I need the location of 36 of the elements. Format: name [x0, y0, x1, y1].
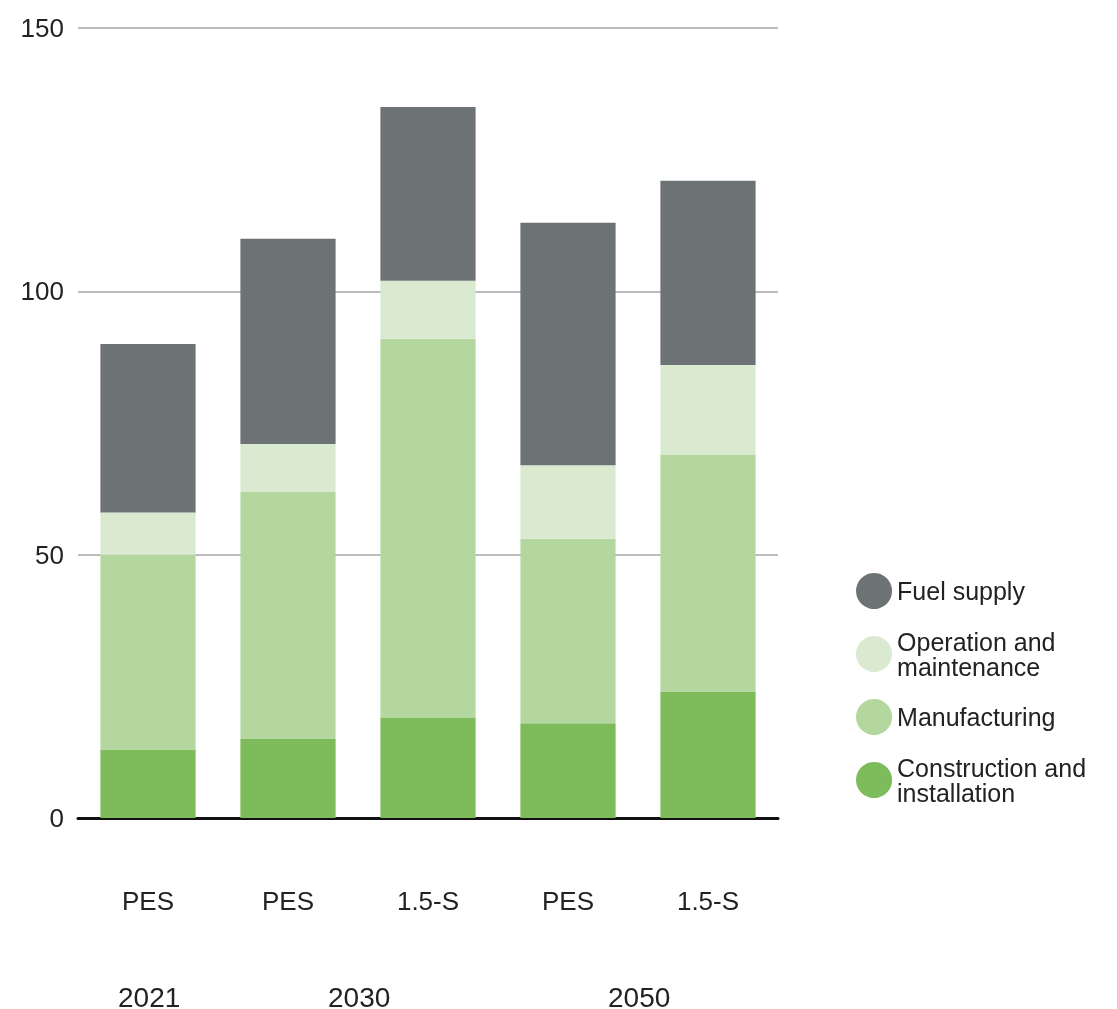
legend-label: Construction and installation: [897, 753, 1094, 807]
x-tick-label: PES: [541, 886, 595, 916]
x-tick-label: 1.5-S: [676, 886, 740, 916]
bar: [240, 739, 336, 818]
bar: [380, 338, 476, 718]
text: 2030: [328, 981, 391, 1009]
y-tick-label: 100: [20, 276, 64, 307]
bar: [240, 444, 336, 492]
y-tick-label: 150: [20, 13, 64, 43]
bar: [380, 107, 476, 281]
bar: [660, 365, 756, 455]
bar: [520, 538, 616, 724]
bar: [100, 749, 196, 818]
bar: [100, 554, 196, 750]
bar: [660, 691, 756, 818]
bar: [100, 344, 196, 513]
bar: [520, 222, 616, 466]
x-tick-label: PES: [261, 886, 315, 916]
bar: [380, 280, 476, 339]
bar: [380, 717, 476, 818]
legend-label: Fuel supply: [897, 577, 1026, 605]
bar: [240, 238, 336, 445]
bar: [240, 491, 336, 739]
bar: [660, 180, 756, 366]
x-tick-label: 1.5-S: [396, 886, 460, 916]
bar: [520, 465, 616, 539]
text: 2021: [118, 981, 181, 1009]
x-tick-label: PES: [121, 886, 175, 916]
y-tick-label: 0: [49, 803, 64, 833]
bar: [520, 723, 616, 818]
legend-label: Operation and maintenance: [897, 627, 1063, 681]
bar: [660, 454, 756, 692]
y-tick-label: 50: [35, 539, 64, 570]
legend-label: Manufacturing: [897, 703, 1056, 731]
text: 2050: [608, 981, 671, 1009]
bar: [100, 512, 196, 555]
